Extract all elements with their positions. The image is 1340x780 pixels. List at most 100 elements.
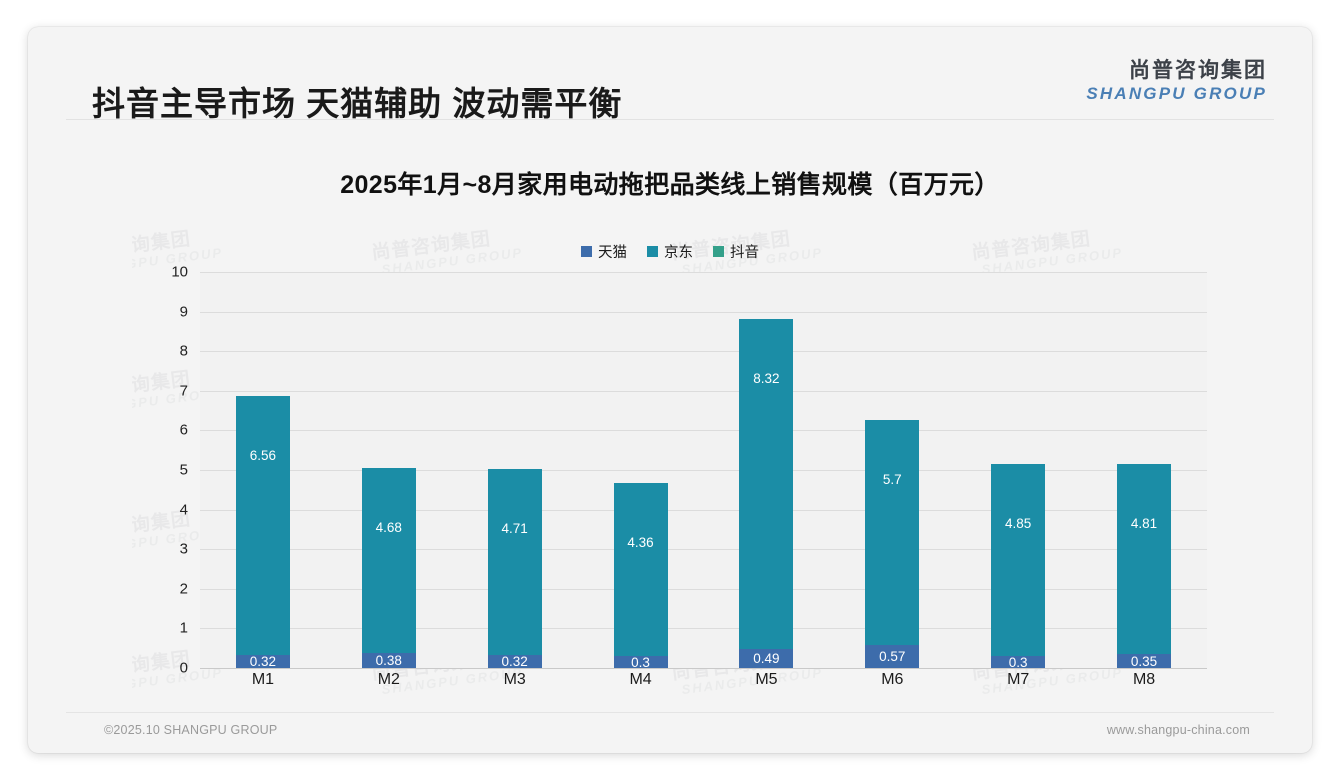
bar-segment-天猫[interactable]: 0.38 bbox=[361, 652, 416, 668]
bar-segment-京东[interactable]: 4.81 bbox=[1117, 463, 1172, 655]
page-title: 抖音主导市场 天猫辅助 波动需平衡 bbox=[92, 85, 623, 122]
bar-value-label: 4.36 bbox=[627, 535, 654, 551]
x-axis-tick-label: M6 bbox=[881, 671, 904, 688]
gridline bbox=[200, 311, 1207, 313]
bar-value-label: 0.32 bbox=[249, 654, 277, 670]
bar-segment-天猫[interactable]: 0.49 bbox=[739, 648, 794, 668]
y-axis-tick-label: 0 bbox=[179, 659, 188, 677]
bar-group-M5: 8.32 0.49 bbox=[711, 272, 822, 668]
x-axis-baseline bbox=[200, 668, 1207, 669]
y-axis-tick-label: 8 bbox=[179, 342, 188, 360]
stacked-bar-M1[interactable]: 6.56 0.32 bbox=[235, 272, 290, 670]
bar-segment-京东[interactable]: 4.71 bbox=[487, 468, 542, 656]
bar-group-M7: 4.85 0.3 bbox=[963, 272, 1074, 670]
stacked-bar-M5[interactable]: 8.32 0.49 bbox=[739, 272, 794, 668]
legend-swatch-icon bbox=[713, 246, 724, 257]
legend-swatch-icon bbox=[647, 246, 658, 257]
bar-group-M3: 4.71 0.32 bbox=[459, 272, 570, 670]
x-axis-tick-label: M1 bbox=[251, 671, 275, 688]
bar-value-label: 4.81 bbox=[1130, 515, 1158, 531]
footer-divider bbox=[66, 712, 1274, 713]
bar-value-label: 0.38 bbox=[375, 652, 402, 668]
gridline bbox=[200, 272, 1207, 273]
stacked-bar-M4[interactable]: 4.36 0.3 bbox=[613, 272, 668, 670]
legend-label: 抖音 bbox=[730, 245, 759, 261]
bar-segment-天猫[interactable]: 0.57 bbox=[865, 645, 920, 668]
y-axis-tick-label: 2 bbox=[179, 580, 188, 598]
bar-value-label: 4.71 bbox=[501, 520, 528, 536]
bar-segment-天猫[interactable]: 0.3 bbox=[613, 654, 668, 670]
gridlines-and-yaxis: 10 9 8 7 6 5 4 3 2 1 0 bbox=[171, 264, 1207, 677]
bar-group-M2: 4.68 0.38 bbox=[333, 272, 444, 668]
bar-segment-京东[interactable]: 8.32 bbox=[739, 319, 794, 649]
bar-value-label: 0.49 bbox=[753, 650, 780, 666]
legend-label: 天猫 bbox=[598, 245, 627, 261]
stacked-bar-M8[interactable]: 4.81 0.35 bbox=[1117, 272, 1172, 669]
brand-logo: 尚普咨询集团 SHANGPU GROUP bbox=[1086, 60, 1267, 102]
x-axis-tick-label: M5 bbox=[755, 671, 778, 688]
header-divider bbox=[66, 119, 1274, 120]
chart-title: 2025年1月~8月家用电动拖把品类线上销售规模（百万元） bbox=[340, 171, 1000, 199]
gridline bbox=[200, 351, 1207, 353]
bar-value-label: 0.32 bbox=[501, 654, 528, 670]
bar-group-M4: 4.36 0.3 bbox=[585, 272, 696, 670]
logo-english-text: SHANGPU GROUP bbox=[1086, 84, 1267, 103]
gridline bbox=[200, 470, 1207, 471]
bar-group-M1: 6.56 0.32 bbox=[208, 272, 319, 670]
y-axis-tick-label: 4 bbox=[179, 501, 188, 519]
y-axis-tick-label: 10 bbox=[171, 263, 188, 281]
bar-value-label: 0.3 bbox=[631, 654, 650, 670]
bar-segment-天猫[interactable]: 0.32 bbox=[487, 654, 542, 670]
bars-container: 6.56 0.32 4.68 0.38 4.71 0.32 4.36 0.3 8.32 0.49 5… bbox=[200, 272, 1207, 670]
bar-value-label: 0.57 bbox=[879, 649, 906, 665]
bar-segment-天猫[interactable]: 0.35 bbox=[1117, 653, 1172, 669]
bar-value-label: 5.7 bbox=[882, 471, 902, 487]
slide-header: 抖音主导市场 天猫辅助 波动需平衡 尚普咨询集团 SHANGPU GROUP bbox=[28, 27, 1312, 122]
bar-group-M6: 5.7 0.57 bbox=[837, 272, 948, 668]
bar-value-label: 4.85 bbox=[1005, 516, 1032, 532]
stacked-bar-M2[interactable]: 4.68 0.38 bbox=[361, 272, 416, 668]
legend-swatch-icon bbox=[581, 246, 592, 257]
bar-value-label: 0.35 bbox=[1130, 653, 1158, 669]
x-axis-tick-label: M8 bbox=[1132, 671, 1156, 688]
bar-segment-京东[interactable]: 5.7 bbox=[865, 419, 920, 646]
legend-item-2[interactable]: 抖音 bbox=[713, 241, 759, 262]
bar-segment-京东[interactable]: 4.85 bbox=[991, 464, 1046, 657]
logo-chinese-text: 尚普咨询集团 bbox=[1129, 59, 1267, 82]
bar-segment-京东[interactable]: 4.68 bbox=[361, 467, 416, 653]
y-axis-tick-label: 1 bbox=[179, 619, 188, 637]
stacked-bar-M3[interactable]: 4.71 0.32 bbox=[487, 272, 542, 670]
bar-value-label: 4.68 bbox=[375, 519, 402, 535]
stacked-bar-M7[interactable]: 4.85 0.3 bbox=[991, 272, 1046, 670]
legend-item-1[interactable]: 京东 bbox=[647, 241, 693, 262]
bar-segment-天猫[interactable]: 0.3 bbox=[991, 655, 1046, 670]
gridline bbox=[200, 628, 1207, 630]
chart-area: 10 9 8 7 6 5 4 3 2 1 0 6.56 0.32 4.68 0.38 4.71 0.32 4.3… bbox=[132, 264, 1207, 692]
legend-item-0[interactable]: 天猫 bbox=[581, 241, 627, 262]
bar-segment-京东[interactable]: 4.36 bbox=[613, 483, 668, 657]
legend-label: 京东 bbox=[664, 245, 693, 261]
y-axis-tick-label: 5 bbox=[179, 461, 188, 479]
chart-legend: 天猫 京东 抖音 bbox=[28, 241, 1312, 262]
slide-card: 抖音主导市场 天猫辅助 波动需平衡 尚普咨询集团 SHANGPU GROUP 2… bbox=[28, 27, 1312, 753]
bar-group-M8: 4.81 0.35 bbox=[1089, 272, 1200, 669]
bar-value-label: 8.32 bbox=[753, 371, 780, 387]
gridline bbox=[200, 509, 1207, 511]
footer-website: www.shangpu-china.com bbox=[1106, 723, 1250, 737]
y-axis-tick-label: 3 bbox=[179, 540, 188, 558]
x-axis-tick-label: M2 bbox=[377, 671, 400, 688]
y-axis-tick-label: 9 bbox=[179, 303, 188, 321]
footer-copyright: ©2025.10 SHANGPU GROUP bbox=[104, 723, 278, 737]
bar-segment-天猫[interactable]: 0.32 bbox=[235, 654, 290, 670]
y-axis-tick-label: 6 bbox=[179, 421, 188, 439]
gridline bbox=[200, 430, 1207, 432]
stacked-bar-M6[interactable]: 5.7 0.57 bbox=[865, 272, 920, 668]
x-axis-tick-label: M4 bbox=[629, 671, 652, 688]
x-axis-tick-label: M7 bbox=[1007, 671, 1030, 688]
x-axis-labels: M1 M2 M3 M4 M5 M6 M7 M8 bbox=[200, 668, 1207, 692]
bar-segment-京东[interactable]: 6.56 bbox=[235, 395, 290, 656]
y-axis-tick-label: 7 bbox=[179, 382, 188, 400]
gridline bbox=[200, 588, 1207, 590]
gridline bbox=[200, 549, 1207, 551]
x-axis-tick-label: M3 bbox=[503, 671, 526, 688]
